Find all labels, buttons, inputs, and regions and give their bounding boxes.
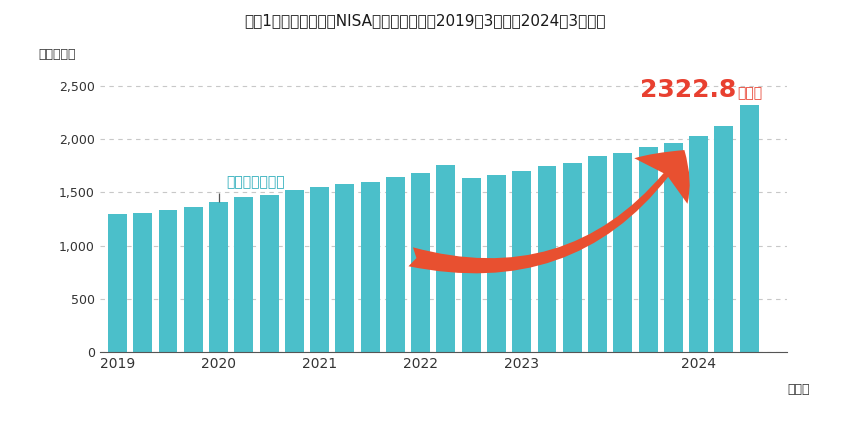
- Text: （年）: （年）: [787, 384, 809, 396]
- Bar: [563, 163, 581, 352]
- Bar: [285, 190, 303, 352]
- Bar: [360, 182, 380, 352]
- Bar: [235, 197, 253, 352]
- Text: 期末時点口座数: 期末時点口座数: [226, 175, 285, 190]
- Bar: [411, 173, 430, 352]
- Bar: [664, 143, 683, 352]
- Bar: [537, 166, 557, 352]
- Bar: [386, 177, 405, 352]
- Bar: [184, 208, 203, 352]
- Bar: [689, 136, 708, 352]
- Bar: [209, 202, 228, 352]
- Bar: [436, 165, 456, 352]
- Bar: [133, 213, 152, 352]
- Bar: [513, 171, 531, 352]
- Text: （万口座）: （万口座）: [38, 48, 76, 60]
- Bar: [159, 210, 178, 352]
- Text: 2322.8: 2322.8: [640, 79, 736, 103]
- Text: 万口座: 万口座: [738, 87, 762, 100]
- Text: 図袆1　四半期ごとのNISA口座数の推移（2019年3月末～2024年3月末）: 図袆1 四半期ごとのNISA口座数の推移（2019年3月末～2024年3月末）: [244, 13, 606, 28]
- Bar: [259, 194, 279, 352]
- Bar: [487, 175, 506, 352]
- Bar: [614, 153, 632, 352]
- Bar: [588, 156, 607, 352]
- Bar: [462, 178, 480, 352]
- Bar: [310, 187, 329, 352]
- Bar: [336, 184, 354, 352]
- Bar: [740, 105, 758, 352]
- Bar: [638, 147, 658, 352]
- Bar: [108, 214, 127, 352]
- Bar: [714, 127, 734, 352]
